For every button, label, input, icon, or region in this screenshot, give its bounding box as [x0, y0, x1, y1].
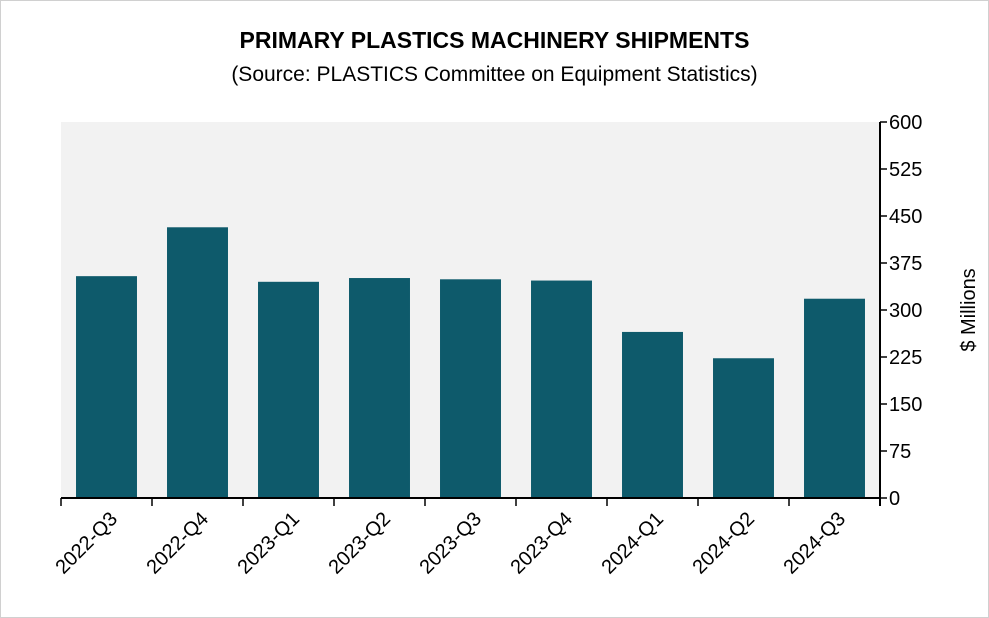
x-tick-label: 2024-Q2	[688, 508, 759, 579]
y-tick-label: 150	[889, 394, 922, 416]
bar-2022-Q3	[76, 276, 137, 498]
chart-title: PRIMARY PLASTICS MACHINERY SHIPMENTS	[239, 27, 750, 53]
bar-2024-Q2	[713, 358, 774, 498]
x-tick-label: 2022-Q3	[51, 508, 122, 579]
x-tick-label: 2023-Q2	[324, 508, 395, 579]
bar-2023-Q4	[531, 280, 592, 498]
y-tick-label: 375	[889, 253, 922, 275]
y-tick-label: 450	[889, 206, 922, 228]
y-tick-label: 300	[889, 300, 922, 322]
bar-2024-Q3	[804, 298, 865, 498]
y-tick-label: 600	[889, 112, 922, 134]
y-tick-label: 0	[889, 488, 900, 510]
bar-2023-Q1	[258, 281, 319, 498]
x-tick-label: 2024-Q3	[779, 508, 850, 579]
x-tick-label: 2023-Q3	[415, 508, 486, 579]
y-tick-label: 225	[889, 347, 922, 369]
y-axis-label: $ Millions	[958, 268, 980, 351]
bar-2022-Q4	[167, 227, 228, 498]
x-tick-label: 2023-Q4	[506, 508, 577, 579]
chart-subtitle: (Source: PLASTICS Committee on Equipment…	[231, 63, 758, 86]
bar-2024-Q1	[622, 331, 683, 498]
y-tick-label: 525	[889, 159, 922, 181]
x-tick-label: 2024-Q1	[597, 508, 668, 579]
x-tick-label: 2022-Q4	[142, 508, 213, 579]
y-tick-label: 75	[889, 441, 911, 463]
bar-2023-Q2	[349, 278, 410, 498]
x-tick-label: 2023-Q1	[233, 508, 304, 579]
bar-2023-Q3	[440, 279, 501, 498]
